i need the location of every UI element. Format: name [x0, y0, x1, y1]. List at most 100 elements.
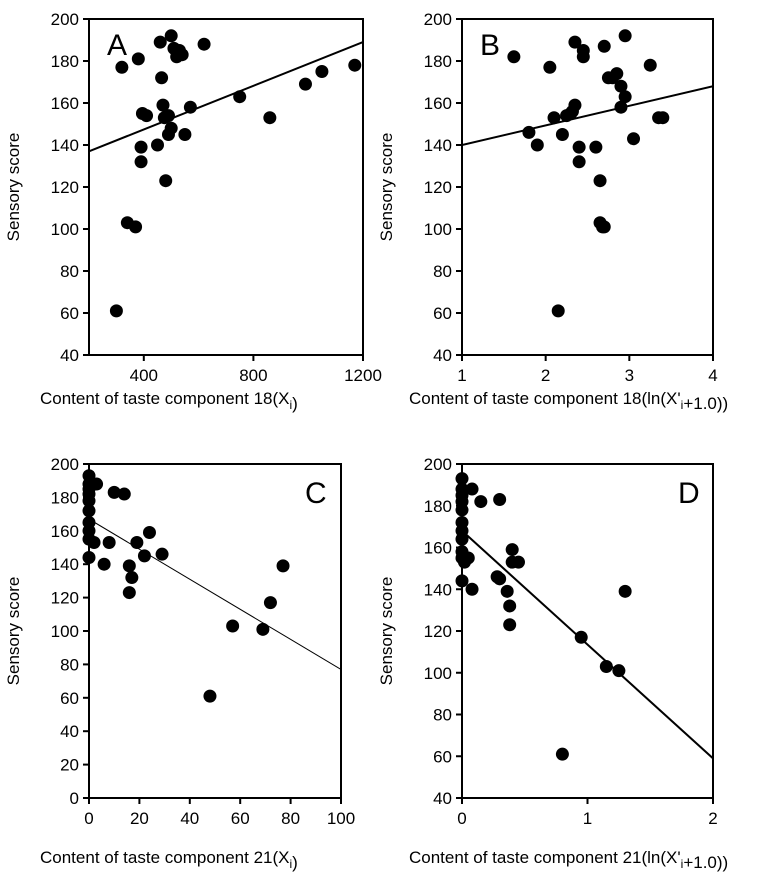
x-axis-title: Content of taste component 18(ln(X'i+1.0… [409, 389, 728, 413]
data-point [233, 90, 247, 104]
y-tick-label: 80 [433, 706, 452, 725]
data-point [614, 100, 628, 114]
y-tick-label: 60 [60, 689, 79, 708]
y-tick-label: 20 [60, 756, 79, 775]
y-tick-label: 120 [424, 622, 452, 641]
data-point [131, 52, 145, 66]
data-point [543, 60, 557, 74]
data-point [555, 128, 569, 141]
data-point [348, 58, 362, 72]
data-point [82, 551, 96, 565]
x-tick-label: 1 [583, 809, 592, 828]
y-tick-label: 60 [60, 304, 79, 323]
y-tick-label: 120 [51, 178, 79, 197]
panel-letter: D [678, 477, 700, 510]
data-point [137, 549, 151, 563]
data-point [129, 220, 143, 234]
data-point [156, 98, 170, 112]
data-point [151, 138, 164, 152]
y-tick-label: 40 [60, 722, 79, 741]
y-axis-title: Sensory score [377, 577, 396, 686]
y-tick-label: 180 [51, 52, 79, 71]
panel-d: 40 60 80 100 120 140 160 180 200 0 1 2 D Sensory scor… [377, 455, 728, 872]
data-point [522, 125, 536, 139]
data-point [461, 551, 475, 565]
data-point [82, 494, 96, 508]
y-tick-label: 160 [51, 94, 79, 113]
x-axis-title: Content of taste component 21(ln(X'i+1.0… [409, 848, 728, 872]
data-point [500, 584, 514, 598]
y-tick-label: 140 [51, 555, 79, 574]
panel-c: 0 20 40 60 80 100 120 140 160 180 200 0 20 40 60 80 100 C… [4, 455, 355, 872]
x-axis-title-part: +1.0)) [683, 853, 728, 872]
y-tick-label: 100 [51, 220, 79, 239]
y-tick-label: 180 [424, 497, 452, 516]
x-axis-title-part: Content of taste component 18(ln(X' [409, 389, 681, 408]
data-point [197, 37, 211, 51]
panel-letter: A [107, 29, 127, 62]
x-tick-label: 400 [130, 366, 158, 385]
data-point [125, 571, 139, 585]
data-point [593, 174, 607, 188]
data-point [599, 659, 613, 673]
y-tick-label: 180 [424, 52, 452, 71]
regression-line [462, 85, 713, 146]
data-point [115, 60, 129, 74]
x-axis-title-part: ) [292, 853, 298, 872]
data-point [455, 574, 469, 588]
data-point [455, 532, 469, 546]
y-tick-label: 80 [433, 262, 452, 281]
x-axis-title-part: Content of taste component 21(X [40, 848, 290, 867]
y-tick-label: 0 [70, 789, 79, 808]
plot-frame [461, 18, 714, 356]
data-point [87, 535, 101, 549]
data-point [614, 79, 628, 93]
data-point [102, 535, 116, 549]
data-point [643, 58, 657, 72]
data-point [503, 618, 517, 632]
data-point [122, 586, 136, 600]
y-tick-label: 200 [51, 455, 79, 474]
y-tick-label: 160 [424, 94, 452, 113]
x-tick-label: 20 [130, 809, 149, 828]
x-axis-title-part: Content of taste component 21(ln(X' [409, 848, 681, 867]
x-tick-label: 1200 [344, 366, 382, 385]
data-point [493, 492, 507, 506]
data-point [465, 482, 479, 496]
data-point [315, 65, 329, 78]
data-point [589, 140, 603, 154]
data-point [97, 557, 111, 571]
data-point [175, 48, 189, 62]
y-tick-label: 160 [51, 522, 79, 541]
x-tick-label: 1 [457, 366, 466, 385]
x-axis-title-part: i [681, 398, 684, 412]
y-tick-label: 120 [424, 178, 452, 197]
data-point [493, 572, 507, 586]
data-point [109, 304, 123, 318]
x-tick-label: 0 [84, 809, 93, 828]
data-point [263, 111, 277, 125]
data-point [161, 109, 175, 123]
y-axis-title: Sensory score [4, 133, 23, 242]
data-point [155, 547, 169, 561]
y-tick-label: 140 [424, 136, 452, 155]
data-point [568, 98, 582, 112]
data-point [618, 90, 632, 104]
y-tick-label: 80 [60, 262, 79, 281]
x-tick-label: 0 [457, 809, 466, 828]
y-axis-title: Sensory score [377, 133, 396, 242]
y-tick-label: 40 [60, 346, 79, 365]
y-tick-label: 100 [424, 220, 452, 239]
x-tick-label: 2 [708, 809, 717, 828]
y-tick-label: 200 [424, 455, 452, 474]
x-axis-title: Content of taste component 18(Xi) [40, 389, 298, 413]
x-tick-label: 3 [625, 366, 634, 385]
plot-frame [88, 463, 342, 799]
data-point [122, 559, 136, 573]
regression-line [462, 530, 713, 760]
data-point [618, 584, 632, 598]
x-axis-title-part: +1.0)) [683, 394, 728, 413]
data-point [130, 535, 144, 549]
data-point [618, 29, 632, 43]
data-point [474, 495, 488, 509]
